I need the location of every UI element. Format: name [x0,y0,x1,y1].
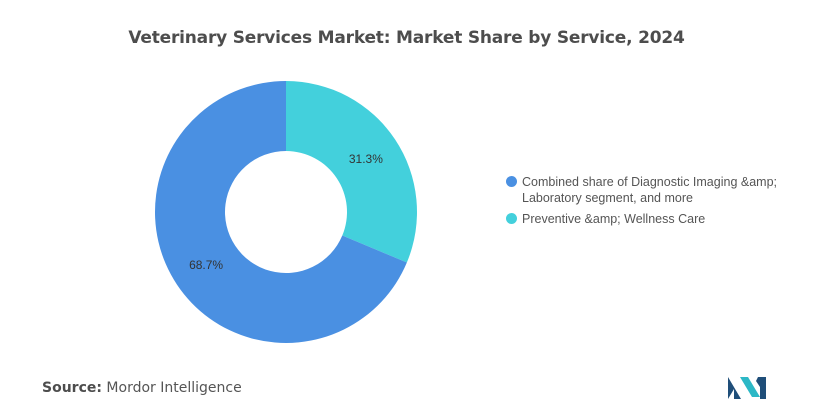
chart-title: Veterinary Services Market: Market Share… [128,28,685,48]
legend-item-preventive: Preventive &amp; Wellness Care [506,211,806,227]
data-label-diagnostic: 68.7% [189,258,223,272]
chart-legend: Combined share of Diagnostic Imaging &am… [506,174,806,232]
source-label: Source: [42,380,102,396]
logo-middle-shape [740,377,760,397]
logo-left-shape [728,377,741,399]
data-label-preventive: 31.3% [349,152,383,166]
legend-label-preventive: Preventive &amp; Wellness Care [522,212,706,226]
legend-item-diagnostic: Combined share of Diagnostic Imaging &am… [506,174,806,206]
legend-swatch-preventive [506,213,517,224]
slice-preventive [286,81,417,263]
source-note: Source: Mordor Intelligence [42,380,242,396]
slice-diagnostic [155,81,407,343]
source-text: Mordor Intelligence [106,380,242,396]
mordor-logo [728,377,766,399]
legend-swatch-diagnostic [506,176,517,187]
logo-right-shape [756,377,766,399]
legend-label-diagnostic: Combined share of Diagnostic Imaging &am… [522,175,777,205]
